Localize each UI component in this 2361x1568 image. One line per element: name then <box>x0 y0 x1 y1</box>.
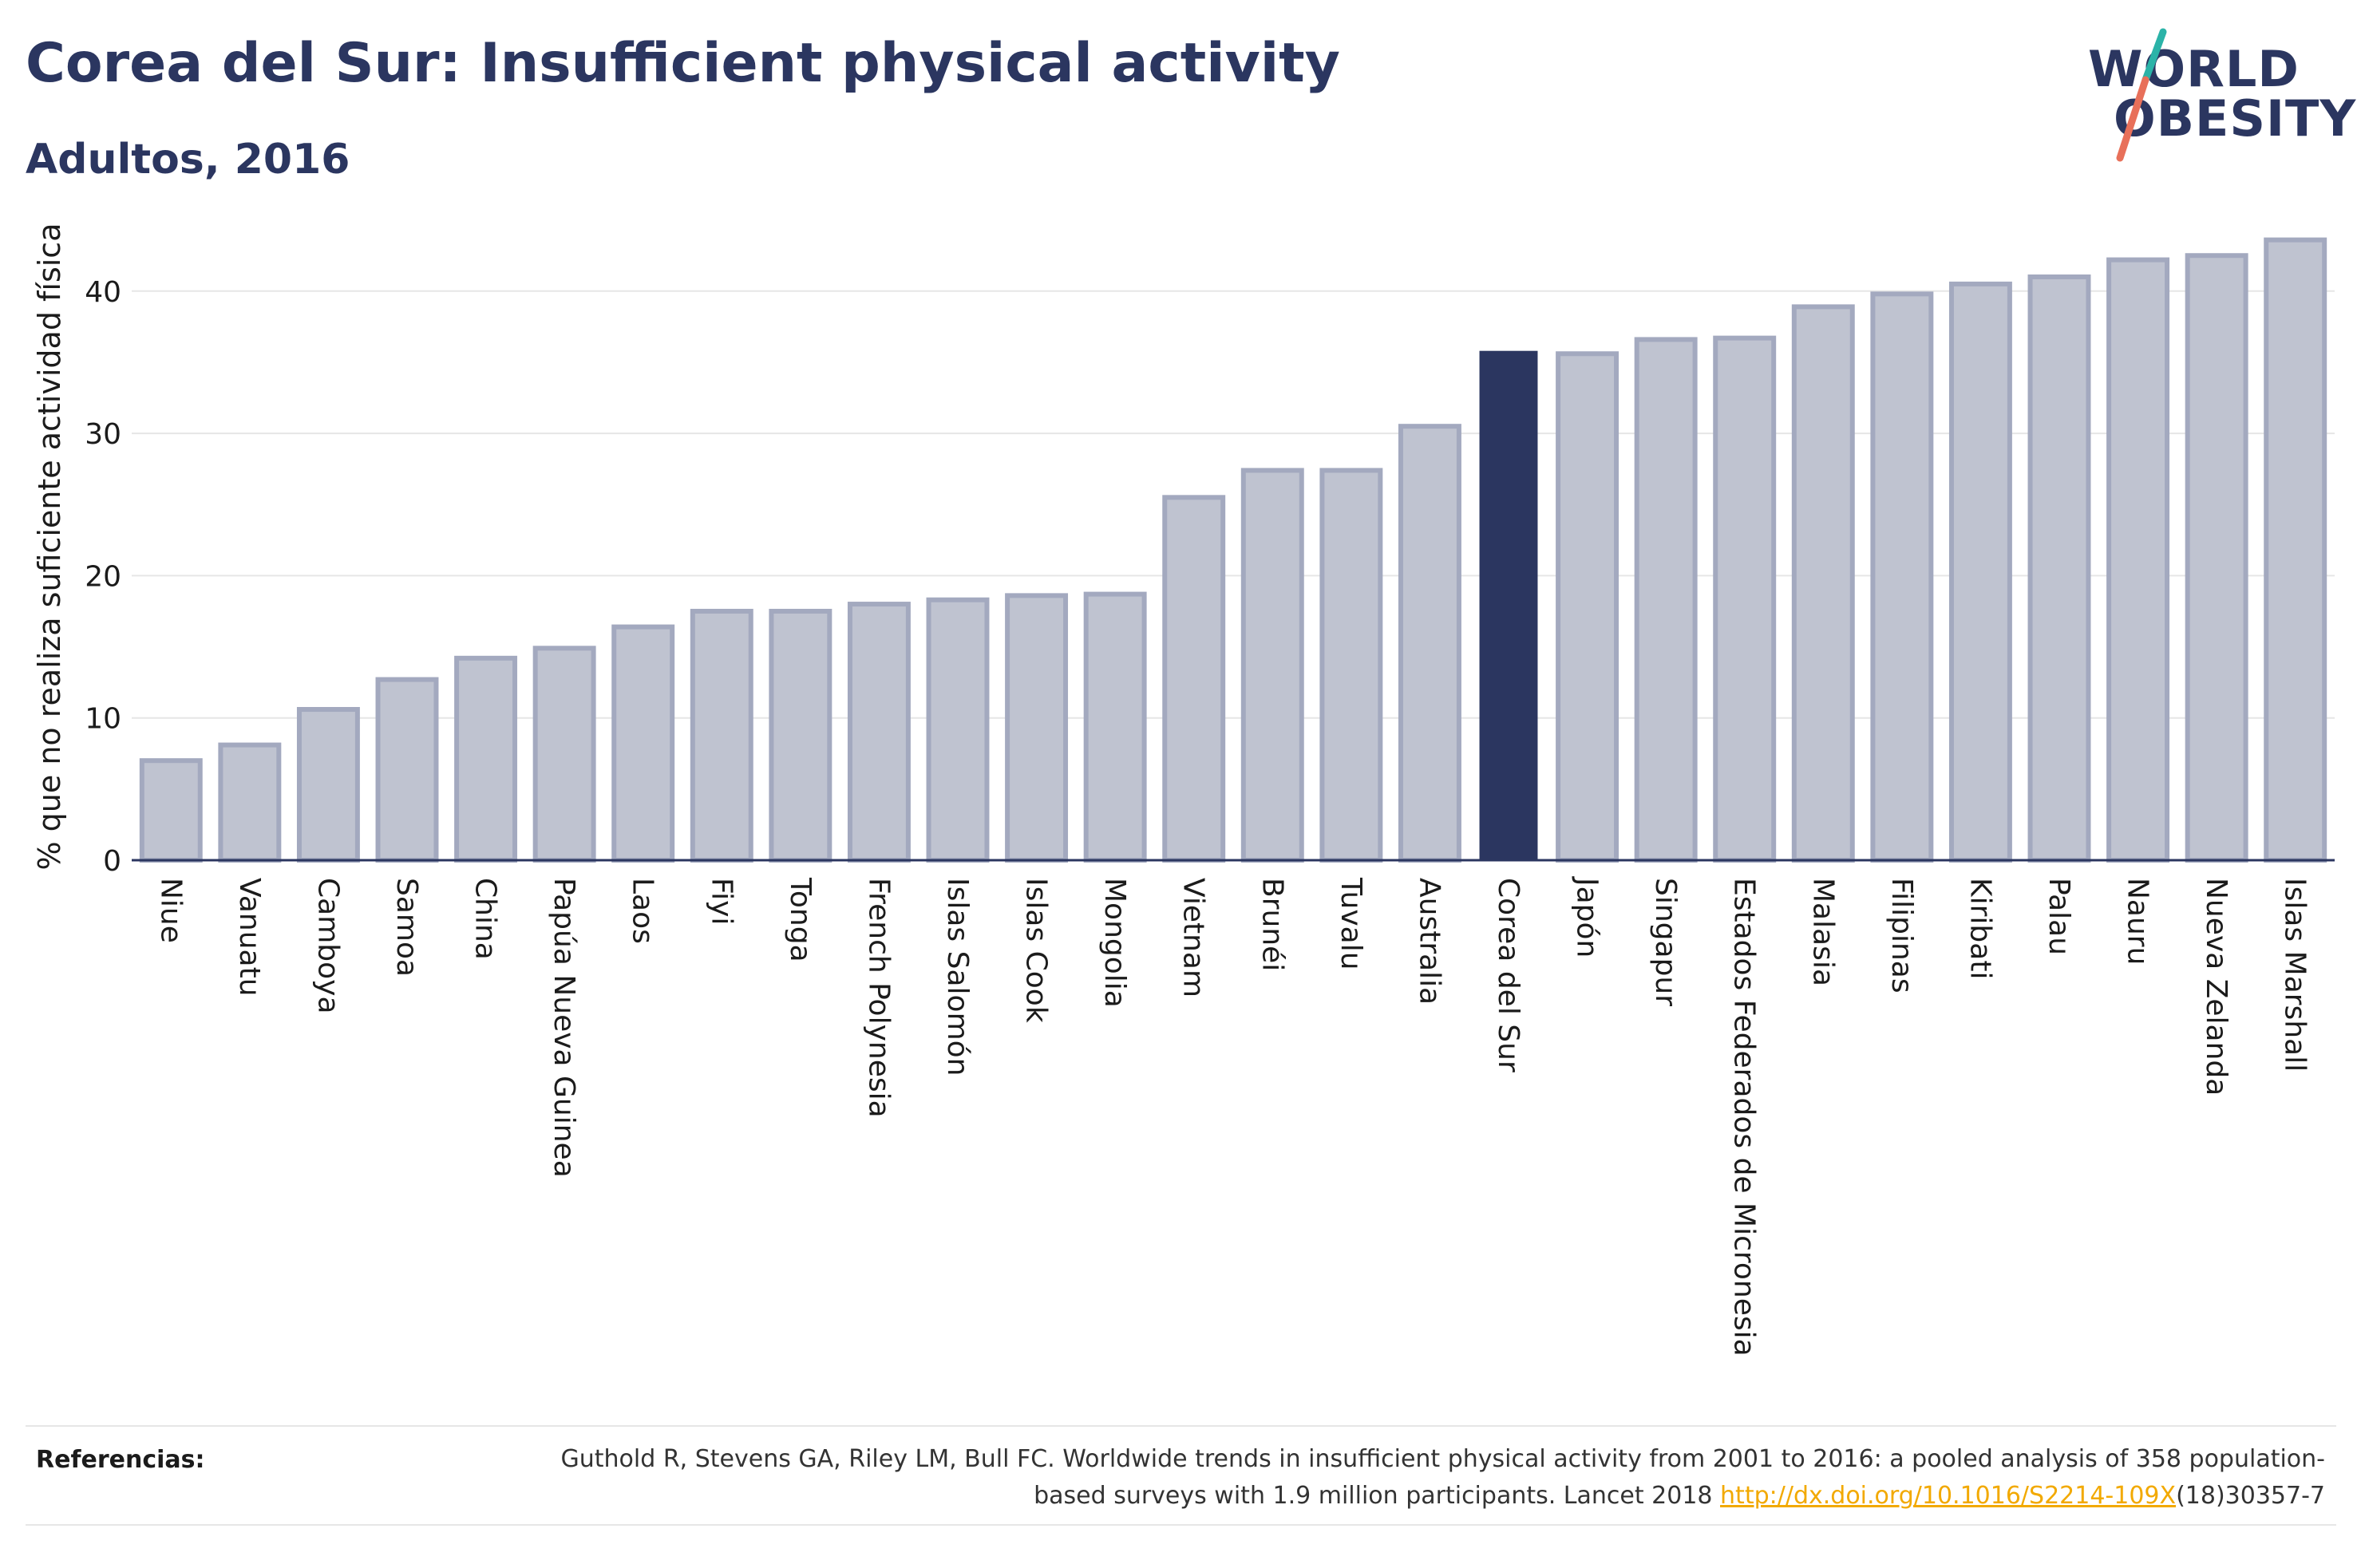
world-obesity-logo: WORLD OBESITY <box>2075 24 2355 168</box>
bar-mongolia[interactable] <box>1083 591 1147 863</box>
bar-islas-cook[interactable] <box>1005 593 1069 863</box>
x-tick-label: Australia <box>1413 878 1445 1005</box>
references-text: Guthold R, Stevens GA, Riley LM, Bull FC… <box>489 1441 2325 1515</box>
reference-citation-suffix: (18)30357-7 <box>2176 1482 2325 1510</box>
x-tick-label: Estados Federados de Micronesia <box>1728 878 1761 1357</box>
x-tick-label: Samoa <box>390 878 423 977</box>
bar-china[interactable] <box>454 655 518 863</box>
bar-palau[interactable] <box>2027 274 2091 863</box>
bar-papúa-nueva-guinea[interactable] <box>532 646 596 863</box>
bar-filipinas[interactable] <box>1870 291 1934 863</box>
x-tick-labels: Niue Vanuatu Camboya Samoa China Papúa Nueva … <box>154 876 2311 1357</box>
reference-doi-link[interactable]: http://dx.doi.org/10.1016/S2214-109X <box>1720 1482 2177 1510</box>
x-tick-label: Vietnam <box>1177 878 1210 997</box>
bar-malasia[interactable] <box>1791 304 1855 863</box>
bars <box>139 237 2327 863</box>
logo-line-2: OBESITY <box>2114 89 2357 148</box>
logo-line-1: WORLD <box>2088 40 2300 98</box>
x-tick-label: Islas Cook <box>1020 878 1053 1023</box>
bar-brunéi[interactable] <box>1240 468 1304 863</box>
x-tick-label: Tonga <box>784 877 817 962</box>
y-tick-label: 0 <box>103 845 121 878</box>
bar-corea-del-sur[interactable] <box>1479 350 1538 860</box>
x-tick-label: Corea del Sur <box>1492 878 1525 1072</box>
bar-camboya[interactable] <box>296 707 360 863</box>
bar-chart: 0 10 20 30 40 Niue Vanuatu Camboya Samoa China Pa… <box>32 223 2335 1357</box>
y-tick-labels: 0 10 20 30 40 <box>85 276 121 878</box>
x-tick-label: Malasia <box>1806 878 1839 986</box>
x-tick-label: Camboya <box>311 878 344 1014</box>
bar-islas-marshall[interactable] <box>2264 237 2327 863</box>
y-axis-label: % que no realiza suficiente actividad fí… <box>32 223 67 871</box>
y-tick-label: 20 <box>85 560 121 593</box>
bar-vietnam[interactable] <box>1162 495 1226 863</box>
footer-divider-top <box>26 1425 2336 1427</box>
y-tick-label: 30 <box>85 418 121 451</box>
bar-kiribati[interactable] <box>1948 281 2012 863</box>
x-tick-label: Palau <box>2043 878 2075 955</box>
bar-tuvalu[interactable] <box>1319 468 1383 863</box>
bar-australia[interactable] <box>1398 424 1461 863</box>
x-tick-label: China <box>469 878 502 960</box>
y-tick-label: 10 <box>85 703 121 736</box>
bar-fiyi[interactable] <box>690 608 753 863</box>
x-tick-label: Singapur <box>1649 878 1682 1006</box>
x-tick-label: French Polynesia <box>862 878 895 1118</box>
bar-islas-salomón[interactable] <box>926 597 990 863</box>
bar-niue[interactable] <box>139 758 203 863</box>
x-tick-label: Niue <box>154 878 187 943</box>
x-tick-label: Kiribati <box>1964 878 1996 979</box>
x-tick-label: Brunéi <box>1256 878 1288 971</box>
footer-divider-bottom <box>26 1524 2336 1526</box>
x-tick-label: Tuvalu <box>1335 877 1367 970</box>
chart-subtitle: Adultos, 2016 <box>26 136 350 184</box>
x-tick-label: Papúa Nueva Guinea <box>548 878 580 1178</box>
x-tick-label: Islas Marshall <box>2279 878 2312 1072</box>
bar-tonga[interactable] <box>769 608 832 863</box>
bar-singapur[interactable] <box>1634 337 1698 863</box>
y-tick-label: 40 <box>85 276 121 309</box>
x-tick-label: Filipinas <box>1885 878 1918 993</box>
x-tick-label: Laos <box>627 878 659 944</box>
bar-japón[interactable] <box>1556 351 1619 863</box>
x-tick-label: Fiyi <box>705 878 738 925</box>
x-tick-label: Vanuatu <box>233 878 266 997</box>
x-tick-label: Japón <box>1571 876 1604 958</box>
chart-title: Corea del Sur: Insufficient physical act… <box>26 32 1341 95</box>
bar-laos[interactable] <box>611 624 675 863</box>
bar-estados-federados-de-micronesia[interactable] <box>1713 335 1777 863</box>
bar-french-polynesia[interactable] <box>847 602 911 863</box>
x-tick-label: Nauru <box>2122 878 2154 965</box>
reference-citation: Guthold R, Stevens GA, Riley LM, Bull FC… <box>560 1445 2325 1510</box>
logo-slash-icon <box>2116 28 2167 162</box>
references-label: Referencias: <box>36 1446 205 1474</box>
x-tick-label: Islas Salomón <box>941 878 974 1076</box>
bar-samoa[interactable] <box>375 677 439 863</box>
bar-vanuatu[interactable] <box>218 742 282 863</box>
x-tick-label: Nueva Zelanda <box>2200 878 2232 1096</box>
bar-nueva-zelanda[interactable] <box>2185 253 2248 863</box>
bar-nauru[interactable] <box>2106 257 2170 863</box>
x-tick-label: Mongolia <box>1098 878 1131 1008</box>
